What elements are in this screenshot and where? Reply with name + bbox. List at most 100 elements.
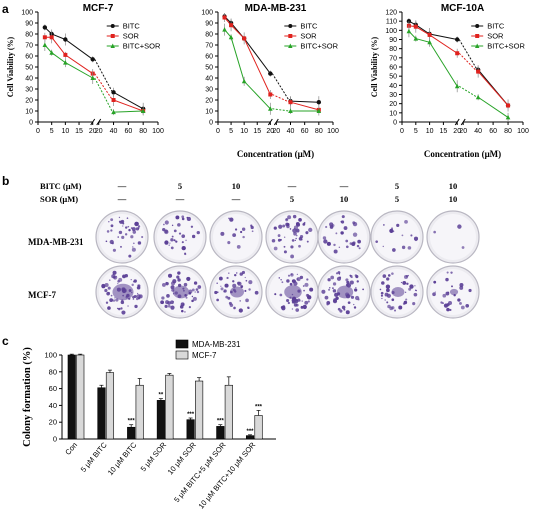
- colony-dot: [171, 288, 175, 292]
- colony-dot: [167, 301, 171, 305]
- colony-dot: [457, 298, 461, 302]
- legend-label-SOR: SOR: [123, 32, 140, 41]
- colony-dot: [127, 225, 130, 228]
- colony-dot: [248, 307, 250, 309]
- colony-dot: [293, 231, 297, 236]
- colony-dot: [297, 289, 301, 293]
- colony-dot: [173, 229, 177, 233]
- data-point-SOR: [268, 92, 273, 97]
- colony-dot: [132, 242, 135, 245]
- colony-dot: [181, 309, 184, 313]
- x-tick-label: 5: [50, 128, 54, 135]
- x-tick-label: 40: [287, 128, 295, 135]
- colony-dot: [392, 248, 396, 252]
- colony-dot: [277, 234, 281, 237]
- colony-dot: [220, 287, 224, 291]
- y-tick-label: 120: [385, 10, 397, 17]
- x-axis-label: Concentration (μM): [424, 149, 501, 159]
- colony-dot: [409, 284, 414, 289]
- colony-dot: [434, 291, 436, 293]
- significance-label: **: [159, 393, 164, 399]
- colony-dot: [233, 290, 237, 293]
- colony-dot: [120, 307, 123, 310]
- colony-dot: [336, 276, 342, 281]
- y-tick-label: 100: [385, 28, 397, 35]
- category-label: 5 μM BITC+5 μM SOR: [172, 440, 228, 504]
- data-point-BITC: [90, 57, 95, 62]
- colony-dot: [119, 220, 123, 225]
- colony-dot: [240, 230, 243, 234]
- colony-dot: [132, 246, 134, 248]
- colony-dot: [327, 278, 331, 282]
- colony-dot: [104, 288, 108, 293]
- y-tick-label: 80: [25, 32, 33, 39]
- colony-dot: [239, 272, 243, 276]
- colony-dot: [170, 305, 175, 310]
- bitc-dose: 5: [395, 181, 399, 191]
- colony-dot: [298, 218, 302, 222]
- colony-dot: [306, 278, 309, 281]
- colony-dot: [160, 300, 165, 305]
- colony-dot: [250, 224, 253, 227]
- data-point-BITC: [316, 100, 322, 105]
- data-point-BITC+SOR: [406, 28, 412, 34]
- colony-dot: [305, 293, 309, 297]
- legend-marker: [288, 34, 293, 38]
- series-line-BITC: [44, 27, 94, 60]
- colony-dot: [402, 281, 407, 285]
- colony-dot: [161, 296, 165, 300]
- colony-dot: [296, 273, 299, 276]
- colony-dot: [112, 299, 116, 302]
- x-tick-label: 100: [327, 128, 339, 135]
- colony-dot: [181, 241, 184, 244]
- colony-dot: [184, 294, 187, 297]
- colony-dot: [295, 308, 300, 312]
- colony-dot: [228, 217, 230, 220]
- colony-dot: [453, 293, 456, 297]
- colony-dot: [172, 279, 177, 284]
- colony-dot: [116, 287, 121, 292]
- colony-dot: [117, 282, 119, 285]
- colony-dot: [137, 292, 139, 295]
- colony-dot: [375, 240, 379, 243]
- series-line-BITC+SOR: [113, 110, 144, 113]
- colony-dot: [122, 225, 124, 227]
- colony-dot: [379, 288, 382, 291]
- colony-dot: [345, 310, 350, 315]
- data-point-BITC+SOR: [288, 108, 293, 113]
- bitc-dose: —: [117, 181, 127, 191]
- colony-dot: [238, 308, 243, 313]
- colony-dot: [134, 304, 138, 309]
- legend-label-BITC: BITC: [300, 22, 318, 31]
- y-tick-label: 40: [389, 83, 397, 90]
- x-tick-label: 20: [272, 128, 280, 135]
- data-point-BITC: [42, 25, 48, 30]
- colony-dot: [283, 245, 286, 248]
- colony-dot: [293, 281, 298, 286]
- colony-dot: [389, 306, 394, 311]
- colony-dot: [291, 308, 294, 310]
- data-point-BITC+SOR: [111, 109, 116, 115]
- legend-marker: [475, 43, 480, 48]
- colony-dot: [302, 285, 305, 287]
- colony-dot: [298, 244, 301, 248]
- series-line-SOR: [290, 101, 319, 111]
- colony-dot: [175, 240, 178, 243]
- bar-MDA-MB-231: [156, 400, 165, 440]
- data-point-BITC: [406, 18, 412, 24]
- series-break-BITC: [458, 39, 478, 71]
- x-tick-label: 0: [400, 128, 404, 135]
- colony-dot: [254, 290, 259, 295]
- chart-title: MCF-7: [83, 3, 114, 14]
- colony-dot: [114, 297, 116, 299]
- colony-dot: [236, 245, 241, 249]
- colony-dot: [290, 245, 294, 249]
- series-break-SOR: [94, 73, 113, 101]
- colony-dot: [110, 294, 113, 297]
- colony-dot: [175, 215, 180, 220]
- y-tick-label: 60: [25, 54, 33, 61]
- colony-dot: [165, 281, 169, 286]
- colony-dot: [196, 230, 200, 235]
- y-tick-label: 20: [49, 418, 57, 427]
